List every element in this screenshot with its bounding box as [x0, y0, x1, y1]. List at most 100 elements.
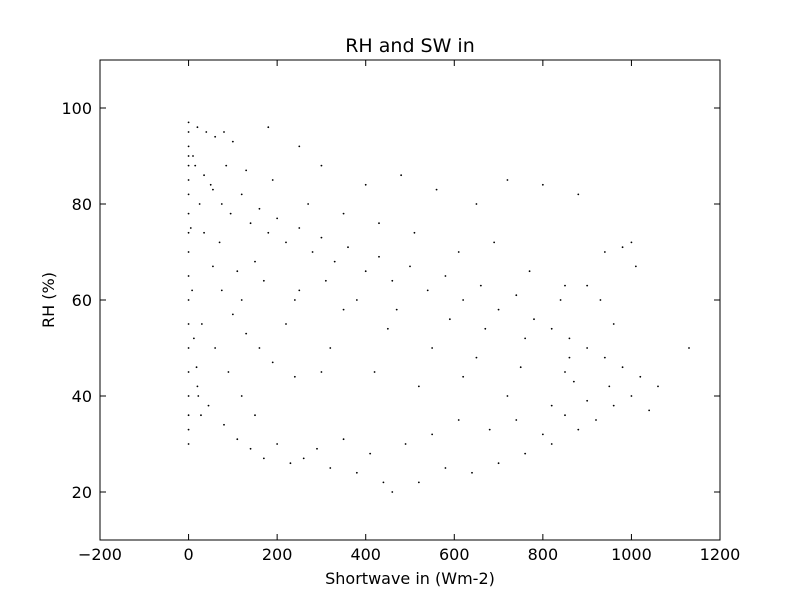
- data-point: [586, 347, 589, 349]
- data-point: [220, 289, 223, 292]
- data-point: [488, 428, 491, 431]
- data-point: [245, 169, 248, 172]
- y-tick-label: 100: [61, 99, 92, 118]
- data-point: [205, 131, 208, 133]
- data-point: [404, 443, 407, 445]
- data-point: [484, 327, 487, 330]
- data-point: [189, 227, 192, 229]
- data-point: [515, 294, 518, 297]
- data-point: [497, 308, 500, 311]
- plot-frame: [99, 59, 721, 541]
- x-axis-label: Shortwave in (Wm-2): [325, 569, 495, 588]
- data-point: [192, 155, 194, 157]
- data-point: [506, 179, 509, 181]
- data-point: [262, 457, 265, 460]
- data-point: [435, 188, 438, 191]
- data-point: [249, 222, 252, 225]
- data-point: [378, 222, 380, 225]
- data-point: [187, 131, 190, 133]
- data-point: [240, 299, 243, 301]
- data-point: [187, 428, 190, 431]
- x-tick-label: 600: [439, 545, 470, 564]
- data-point: [200, 323, 203, 325]
- data-point: [457, 251, 460, 253]
- data-point: [639, 375, 642, 378]
- data-point: [214, 135, 217, 138]
- data-point: [320, 164, 323, 167]
- data-point: [444, 467, 447, 469]
- data-point: [400, 174, 403, 177]
- data-point: [298, 227, 301, 229]
- data-point: [187, 299, 190, 301]
- data-point: [271, 179, 274, 181]
- x-tick-label: 1000: [611, 545, 652, 564]
- data-point: [342, 212, 345, 215]
- chart-title: RH and SW in: [345, 35, 475, 57]
- y-tick-label: 80: [72, 195, 92, 214]
- data-point: [311, 251, 314, 253]
- data-point: [298, 289, 301, 292]
- data-point: [342, 438, 345, 441]
- data-point: [577, 428, 580, 431]
- data-point: [550, 443, 553, 445]
- data-point: [194, 164, 197, 167]
- data-point: [187, 443, 190, 445]
- data-point: [187, 212, 190, 215]
- data-point: [200, 414, 202, 417]
- data-point: [586, 284, 589, 287]
- data-point: [316, 447, 318, 450]
- data-point: [324, 279, 327, 282]
- data-point: [413, 231, 416, 234]
- data-point: [203, 174, 205, 177]
- data-point: [577, 193, 580, 196]
- data-point: [320, 371, 323, 373]
- data-point: [621, 366, 624, 369]
- data-point: [187, 179, 190, 181]
- data-point: [431, 433, 434, 436]
- data-point: [541, 433, 544, 436]
- data-point: [564, 371, 566, 373]
- data-point: [236, 270, 239, 273]
- data-point: [262, 279, 265, 282]
- data-point: [364, 183, 367, 186]
- data-point: [630, 241, 633, 244]
- data-point: [347, 246, 349, 249]
- x-tick-label: 800: [528, 545, 559, 564]
- data-point: [276, 443, 279, 445]
- data-point: [258, 207, 261, 210]
- ticks-layer: −200 0 200 400 600 800 1000 1200 20 40 60 80 100: [61, 60, 740, 564]
- data-point: [515, 419, 518, 421]
- data-point: [225, 164, 228, 167]
- data-point: [417, 385, 420, 388]
- points-layer: [187, 121, 690, 493]
- data-point: [688, 347, 690, 349]
- data-point: [258, 347, 261, 349]
- x-tick-label: 200: [262, 545, 293, 564]
- data-point: [293, 299, 296, 301]
- data-point: [285, 241, 287, 244]
- data-point: [212, 188, 214, 191]
- data-point: [203, 231, 205, 234]
- data-point: [417, 481, 420, 484]
- data-point: [382, 481, 385, 484]
- data-point: [197, 395, 200, 397]
- data-point: [220, 203, 223, 205]
- data-point: [634, 265, 637, 268]
- data-point: [364, 270, 367, 273]
- data-point: [630, 395, 633, 397]
- data-point: [187, 371, 190, 373]
- data-point: [462, 375, 465, 378]
- data-point: [572, 380, 575, 383]
- data-point: [599, 299, 602, 301]
- data-point: [196, 385, 199, 388]
- data-point: [603, 356, 606, 359]
- data-point: [267, 126, 270, 129]
- data-point: [493, 241, 496, 244]
- x-tick-label: 0: [183, 545, 193, 564]
- data-point: [471, 471, 473, 474]
- data-point: [223, 131, 225, 133]
- data-point: [378, 255, 380, 258]
- data-point: [355, 299, 358, 301]
- data-point: [550, 404, 553, 407]
- data-point: [245, 332, 248, 335]
